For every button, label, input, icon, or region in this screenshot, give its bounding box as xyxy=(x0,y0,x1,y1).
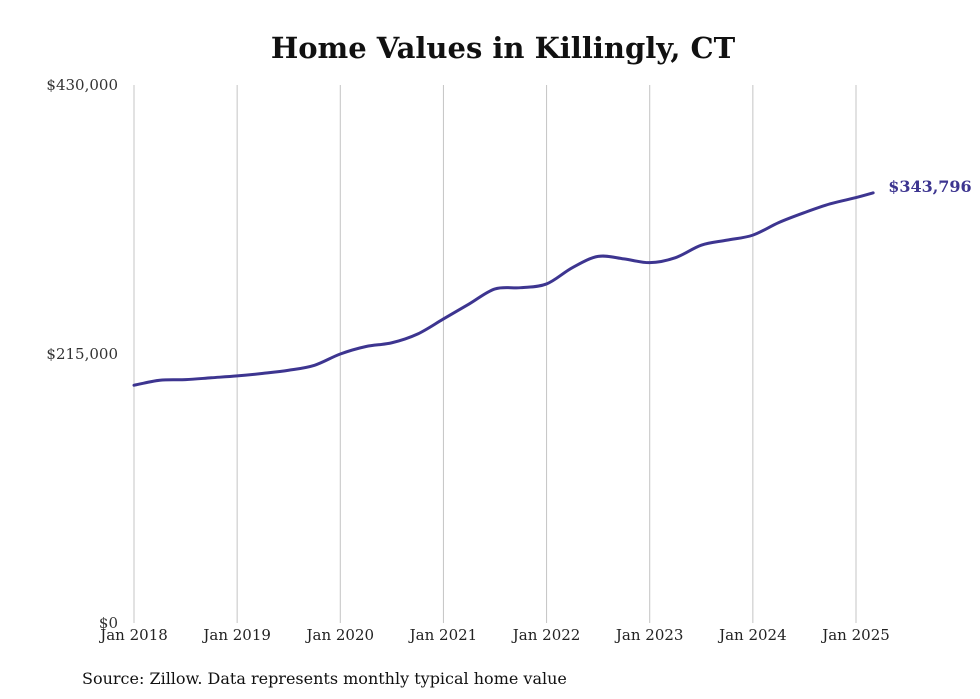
y-tick-label: $0 xyxy=(99,614,118,632)
x-tick-label: Jan 2025 xyxy=(820,626,890,644)
x-axis: Jan 2018 Jan 2019 Jan 2020 Jan 2021 Jan 2022… xyxy=(98,626,890,644)
source-note: Source: Zillow. Data represents monthly … xyxy=(82,669,567,688)
series-line xyxy=(132,191,875,387)
y-tick-label: $215,000 xyxy=(46,345,118,363)
x-tick-label: Jan 2020 xyxy=(305,626,375,644)
chart-title: Home Values in Killingly, CT xyxy=(271,31,736,65)
series-layer: $343,796 xyxy=(132,177,972,387)
y-axis: $0 $215,000 $430,000 xyxy=(46,76,118,632)
x-tick-label: Jan 2019 xyxy=(201,626,271,644)
end-value-label: $343,796 xyxy=(888,177,972,196)
x-tick-label: Jan 2018 xyxy=(98,626,168,644)
x-tick-label: Jan 2021 xyxy=(408,626,478,644)
x-tick-label: Jan 2023 xyxy=(614,626,684,644)
y-tick-label: $430,000 xyxy=(46,76,118,94)
x-tick-label: Jan 2024 xyxy=(717,626,787,644)
grid xyxy=(133,85,857,623)
x-tick-label: Jan 2022 xyxy=(511,626,581,644)
